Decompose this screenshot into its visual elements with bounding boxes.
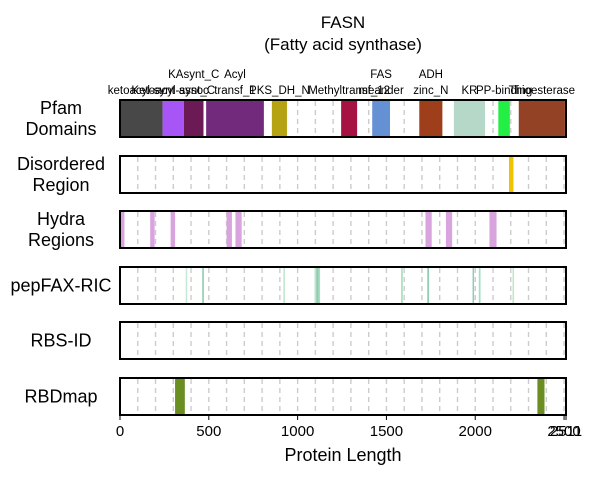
- x-tick-label: 2000: [459, 423, 492, 440]
- pfam-feature: [498, 100, 510, 137]
- track-label: Hydra: [37, 209, 86, 229]
- hydra-feature: [425, 211, 432, 248]
- pepfax-feature: [478, 267, 481, 304]
- track-label: Region: [32, 175, 89, 195]
- domain-label: PP-binding: [476, 85, 532, 97]
- track-label: RBDmap: [24, 387, 97, 407]
- hydra-feature: [170, 211, 176, 248]
- track-rbsid: RBS-ID: [30, 321, 567, 360]
- pepfax-feature: [318, 267, 321, 304]
- pfam-feature: [162, 100, 184, 137]
- track-label: Domains: [25, 119, 96, 139]
- pepfax-feature: [283, 267, 285, 304]
- x-tick-label: 2500: [547, 423, 580, 440]
- domain-label: Methyltransf_12: [308, 85, 390, 97]
- x-tick-label: 500: [196, 423, 221, 440]
- track-label: pepFAX-RIC: [10, 276, 111, 296]
- hydra-feature: [489, 211, 497, 248]
- pfam-feature: [419, 100, 443, 137]
- x-tick-label: 1000: [281, 423, 314, 440]
- track-label: Pfam: [40, 98, 82, 118]
- pepfax-feature: [427, 267, 430, 304]
- rbdmap-feature: [537, 378, 545, 415]
- pfam-feature: [518, 100, 565, 137]
- chart-subtitle: (Fatty acid synthase): [264, 35, 422, 54]
- hydra-feature: [226, 211, 232, 248]
- protein-length-label: 2511: [550, 423, 582, 440]
- x-tick-label: 1500: [370, 423, 403, 440]
- domain-label: ketoacyl-synt: [108, 85, 176, 97]
- pepfax-feature: [316, 267, 319, 304]
- track-label: Regions: [28, 230, 94, 250]
- domain-label: Acyl: [224, 69, 246, 81]
- domain-label: FAS: [370, 69, 392, 81]
- pfam-feature: [183, 100, 204, 137]
- pfam-feature: [341, 100, 358, 137]
- track-rbdmap: RBDmap: [24, 377, 567, 416]
- hydra-feature: [445, 211, 453, 248]
- x-tick-label: 0: [116, 423, 124, 440]
- pepfax-feature: [202, 267, 204, 304]
- track-label: RBS-ID: [30, 331, 91, 351]
- x-axis-label: Protein Length: [284, 445, 401, 465]
- track-frame: [119, 155, 567, 194]
- domain-label: PKS_DH_N: [249, 85, 310, 97]
- track-frame: [119, 210, 567, 249]
- pfam-feature: [453, 100, 486, 137]
- track-frame: [119, 321, 567, 360]
- domain-label: transf_1: [214, 85, 256, 97]
- pfam-feature: [372, 100, 390, 137]
- track-frame: [119, 99, 567, 138]
- domain-label: ADH: [419, 69, 443, 81]
- disordered-feature: [508, 156, 514, 193]
- pfam-feature: [271, 100, 287, 137]
- pfam-feature: [206, 100, 264, 137]
- domain-label: KAsynt_C: [168, 69, 219, 81]
- domain-label: Thioesterase: [509, 85, 575, 97]
- rbdmap-feature: [175, 378, 185, 415]
- pepfax-feature: [472, 267, 475, 304]
- track-frame: [119, 377, 567, 416]
- track-frame: [119, 266, 567, 305]
- pepfax-feature: [401, 267, 403, 304]
- domain-label: assoc: [179, 85, 209, 97]
- hydra-feature: [120, 211, 125, 248]
- hydra-feature: [150, 211, 155, 248]
- domain-label: KR: [461, 85, 477, 97]
- pepfax-feature: [185, 267, 188, 304]
- track-label: Disordered: [17, 154, 105, 174]
- pfam-feature: [120, 100, 163, 137]
- pepfax-feature: [314, 267, 317, 304]
- domain-label: Ketoacyl-synt_C: [131, 85, 215, 97]
- domain-label: zinc_N: [413, 85, 448, 97]
- pepfax-feature: [512, 267, 515, 304]
- track-pepfax: pepFAX-RIC: [10, 266, 567, 305]
- chart-title: FASN: [321, 13, 365, 32]
- hydra-feature: [235, 211, 242, 248]
- domain-label: meander: [358, 85, 404, 97]
